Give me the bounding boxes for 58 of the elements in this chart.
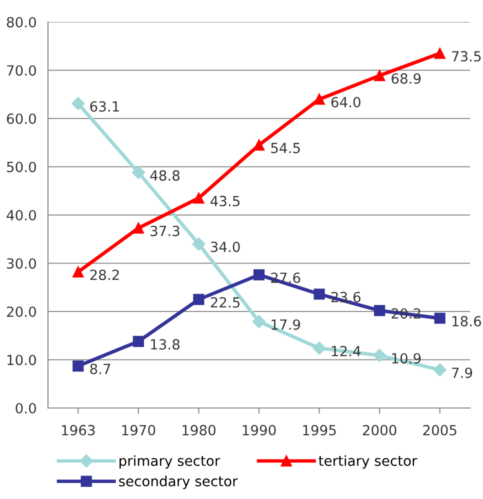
data-label: 73.5 xyxy=(452,51,481,62)
y-tick-label: 70.0 xyxy=(7,65,36,76)
x-tick-label: 2000 xyxy=(362,424,396,436)
point xyxy=(374,70,386,82)
x-tick-label: 1995 xyxy=(303,424,336,436)
point xyxy=(253,269,265,280)
data-label: 43.5 xyxy=(210,196,240,206)
data-label: 63.1 xyxy=(90,101,119,112)
point xyxy=(252,315,266,328)
point xyxy=(434,48,446,59)
point xyxy=(132,222,144,234)
point xyxy=(72,266,84,278)
data-label: 34.0 xyxy=(210,242,240,252)
point xyxy=(374,304,386,316)
data-label: 64.0 xyxy=(331,96,360,108)
data-label: 27.6 xyxy=(271,272,300,284)
y-tick-label: 30.0 xyxy=(7,258,36,269)
y-tick-label: 80.0 xyxy=(6,16,36,28)
point xyxy=(193,192,204,204)
data-label: 23.6 xyxy=(331,292,360,302)
point xyxy=(72,360,84,372)
x-tick-label: 1990 xyxy=(242,424,276,436)
data-label: 13.8 xyxy=(151,339,180,350)
point xyxy=(312,342,326,355)
point xyxy=(72,96,85,110)
point xyxy=(434,312,446,324)
x-tick-label: 2005 xyxy=(423,424,456,436)
legend-label: tertiary sector xyxy=(318,455,418,469)
point xyxy=(433,363,446,376)
point xyxy=(132,336,144,347)
point xyxy=(193,294,204,305)
point xyxy=(314,288,325,300)
point xyxy=(372,348,386,362)
data-label: 48.8 xyxy=(150,170,180,181)
legend-label: secondary sector xyxy=(119,476,238,490)
y-tick-label: 60.0 xyxy=(6,113,36,124)
data-label: 10.9 xyxy=(392,353,421,364)
legend-label: primary sector xyxy=(120,455,220,469)
y-tick-label: 0.0 xyxy=(16,402,36,414)
y-tick-label: 20.0 xyxy=(6,306,36,317)
data-label: 8.7 xyxy=(90,364,110,374)
data-label: 18.6 xyxy=(452,316,482,326)
x-tick-label: 1963 xyxy=(62,424,95,436)
point xyxy=(192,237,206,251)
y-tick-label: 10.0 xyxy=(7,354,36,366)
data-label: 37.3 xyxy=(150,226,180,236)
point xyxy=(132,166,146,180)
data-label: 17.9 xyxy=(272,319,300,330)
point xyxy=(314,94,325,105)
data-label: 28.2 xyxy=(90,270,119,280)
data-label: 68.9 xyxy=(392,73,421,84)
y-tick-label: 40.0 xyxy=(6,210,36,220)
data-label: 7.9 xyxy=(452,368,472,378)
x-tick-label: 1970 xyxy=(122,424,156,436)
data-label: 54.5 xyxy=(271,142,300,154)
data-label: 22.5 xyxy=(210,297,240,308)
y-tick-label: 50.0 xyxy=(7,162,36,172)
x-tick-label: 1980 xyxy=(182,424,216,436)
